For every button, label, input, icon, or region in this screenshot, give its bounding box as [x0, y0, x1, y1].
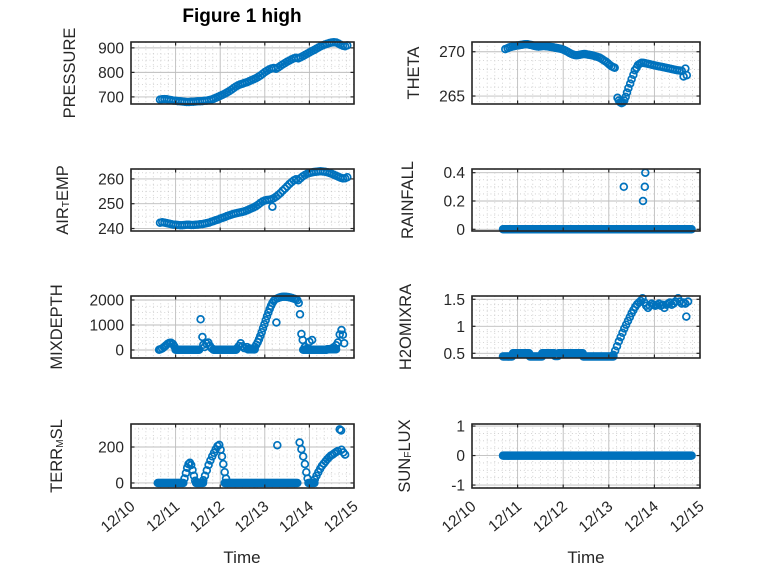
y-axis-label-subscript: M — [55, 439, 67, 448]
x-tick-label: 12/14 — [276, 498, 317, 536]
x-tick-label: 12/12 — [530, 498, 571, 536]
y-tick-label: 0 — [115, 475, 124, 492]
y-tick-label: 1 — [456, 419, 465, 436]
y-tick-label: 1 — [456, 319, 465, 336]
x-tick-label: 12/12 — [187, 498, 228, 536]
y-tick-label: 250 — [98, 196, 124, 213]
y-tick-label: 265 — [439, 89, 465, 106]
y-tick-label: 800 — [98, 65, 124, 82]
y-axis-label-text: THETA — [404, 46, 423, 100]
x-tick-label: 12/14 — [621, 498, 662, 536]
series-terr_msl — [153, 425, 350, 488]
x-tick-label: 12/15 — [321, 498, 362, 536]
y-axis-label-text: RAINFALL — [398, 161, 417, 239]
y-axis-label-subscript: T — [61, 201, 73, 208]
series-mixdepth — [154, 292, 349, 355]
plot-pressure: 700 800 900 — [98, 37, 355, 106]
x-tick-label: 12/11 — [485, 498, 525, 535]
y-axis-label-text: AIR — [53, 207, 72, 235]
y-tick-label: 240 — [98, 221, 124, 238]
x-tick-label: 12/13 — [232, 498, 273, 536]
plot-theta: 265 270 — [439, 39, 701, 108]
y-tick-label: 200 — [98, 440, 124, 457]
y-axis-label-text: EMP — [53, 165, 72, 201]
series-h2omixra — [498, 293, 693, 361]
y-tick-label: 0.2 — [443, 193, 465, 210]
y-axis-label-terr-msl: TERR M SL — [46, 371, 68, 541]
y-tick-label: 270 — [439, 44, 465, 61]
series-sun_flux — [498, 451, 696, 460]
y-tick-label: 0 — [456, 222, 465, 239]
y-tick-label: 0.5 — [443, 346, 465, 363]
series-rainfall — [498, 168, 696, 234]
y-tick-label: 0.4 — [443, 165, 465, 182]
y-tick-label: 1.5 — [443, 292, 465, 309]
x-tick-label: 12/11 — [143, 498, 183, 535]
y-tick-label: 1000 — [90, 318, 125, 335]
x-tick-label: 12/15 — [667, 498, 708, 536]
y-tick-label: 0 — [456, 448, 465, 465]
y-axis-label-sun-flux: SUN F LUX — [394, 371, 416, 541]
plot-mixdepth: 0 1000 2000 — [90, 292, 355, 360]
plot-sun_flux: -1 0 1 12/10 12/11 12/12 12/13 12/14 12/15 — [439, 419, 708, 536]
x-tick-label: 12/10 — [439, 498, 480, 536]
plot-rainfall: 0 0.2 0.4 — [443, 165, 701, 239]
y-tick-label: 700 — [98, 89, 124, 106]
y-axis-label-text: LUX — [395, 419, 414, 452]
plot-airtemp: 240 250 260 — [98, 166, 355, 238]
y-axis-label-text: SL — [47, 419, 66, 440]
y-axis-label-subscript: F — [403, 451, 415, 458]
x-axis-label-right: Time — [567, 548, 605, 567]
y-axis-label-text: MIXDEPTH — [47, 284, 66, 370]
series-theta — [501, 39, 692, 108]
y-tick-label: 0 — [115, 343, 124, 360]
series-airtemp — [155, 166, 352, 230]
y-axis-label-text: PRESSURE — [60, 27, 79, 119]
plot-terr_msl: 0 200 12/10 12/11 12/12 12/13 12/14 12/15 — [98, 423, 362, 536]
y-tick-label: -1 — [451, 478, 465, 495]
y-axis-label-text: H2OMIXRA — [396, 283, 415, 371]
figure-title: Figure 1 high — [182, 6, 302, 27]
x-tick-label: 12/10 — [98, 498, 139, 536]
y-axis-label-text: TERR — [47, 447, 66, 493]
y-tick-label: 260 — [98, 171, 124, 188]
plot-h2omixra: 0.5 1 1.5 — [443, 292, 701, 363]
y-tick-label: 2000 — [90, 293, 125, 310]
x-tick-label: 12/13 — [576, 498, 617, 536]
y-tick-label: 900 — [98, 40, 124, 57]
x-axis-label-left: Time — [223, 548, 261, 567]
y-axis-label-text: SUN — [395, 457, 414, 493]
